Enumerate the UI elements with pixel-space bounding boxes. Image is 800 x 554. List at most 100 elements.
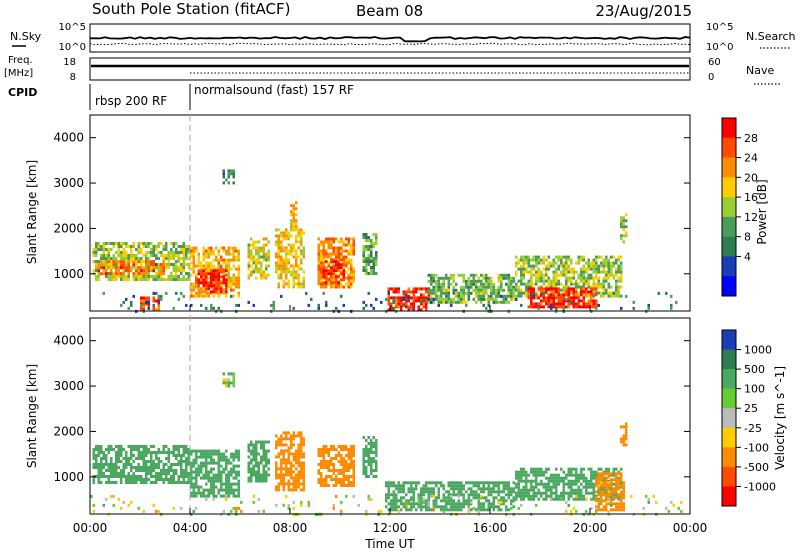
rti-cell [322,252,325,256]
rti-cell [292,270,295,274]
rti-cell [335,285,338,289]
rti-cell [180,445,183,448]
rti-cell [422,302,425,306]
rti-cell [437,288,440,292]
rti-cell [217,449,220,453]
rti-cell [352,463,355,466]
rti-cell [232,378,235,382]
rti-cell [450,297,453,301]
rti-cell [152,299,155,303]
rti-cell [430,493,433,497]
rti-cell [460,505,463,509]
rti-cell [445,508,448,512]
rti-cell [277,252,280,256]
rti-cell [120,472,123,475]
rti-cell [580,491,583,495]
rti-cell [260,276,263,280]
rti-cell [340,469,343,472]
rti-cell [605,467,608,471]
rti-cell [600,270,603,274]
rti-cell [135,257,138,260]
rti-cell [575,497,578,501]
rti-cell [297,446,300,450]
rti-cell [402,496,405,500]
colorbar-tick-label: 100 [744,383,765,396]
rti-cell [350,243,353,247]
rti-cell [365,239,368,242]
rti-cell [175,472,178,475]
rti-cell [195,264,198,268]
rti-cell [435,273,438,277]
rti-cell [452,297,455,301]
rti-cell [190,246,193,250]
rti-cell [217,287,220,291]
rti-cell [365,269,368,272]
rti-cell [182,251,185,254]
rti-cell [205,294,208,298]
rti-cell [300,240,303,244]
rti-cell [365,266,368,269]
rti-cell [185,481,188,484]
rti-cell [595,499,598,503]
rti-cell [132,254,135,257]
rti-cell [452,499,455,503]
rti-cell [222,175,225,179]
rti-cell [210,449,213,453]
rti-cell [152,305,155,309]
rti-cell [275,252,278,256]
rti-cell [610,472,613,476]
rti-cell [212,287,215,291]
rti-cell [282,485,285,489]
rti-cell [335,275,338,279]
rti-cell [117,266,120,270]
rti-cell [335,266,338,270]
rti-cell [107,475,110,478]
rti-cell [275,443,278,447]
rti-cell [102,263,105,266]
rti-cell [285,431,288,435]
rti-cell [307,503,310,507]
rti-cell [597,291,600,295]
rti-cell [432,300,435,304]
rti-cell [555,491,558,495]
rti-cell [325,255,328,259]
rti-cell [617,267,620,271]
rti-cell [162,272,165,276]
rti-cell [427,297,430,301]
rti-cell [112,272,115,276]
rti-cell [525,285,528,289]
rti-cell [457,493,460,497]
rti-cell [230,285,233,289]
rti-cell [565,270,568,274]
rti-cell [367,239,370,242]
rti-cell [547,287,550,291]
rti-cell [462,484,465,488]
rti-cell [247,464,250,468]
rti-cell [155,475,158,478]
rti-cell [475,493,478,497]
rti-cell [362,236,365,239]
rti-cell [362,448,365,451]
rti-cell [112,275,115,278]
rti-cell [140,251,143,254]
rti-cell [100,248,103,251]
rti-cell [590,467,593,471]
rti-cell [567,503,570,507]
rti-cell [605,291,608,295]
rti-cell [567,264,570,268]
rti-cell [605,487,608,491]
rti-cell [280,258,283,262]
rti-cell [172,469,175,472]
rti-cell [615,273,618,277]
rti-cell [390,308,393,312]
rti-cell [210,252,213,256]
rti-cell [507,288,510,292]
rti-cell [207,276,210,280]
rti-cell [337,261,340,265]
rti-cell [152,248,155,251]
rti-cell [522,494,525,498]
rti-cell [562,285,565,289]
rti-cell [535,485,538,489]
rti-cell [500,499,503,503]
rti-cell [325,249,328,253]
